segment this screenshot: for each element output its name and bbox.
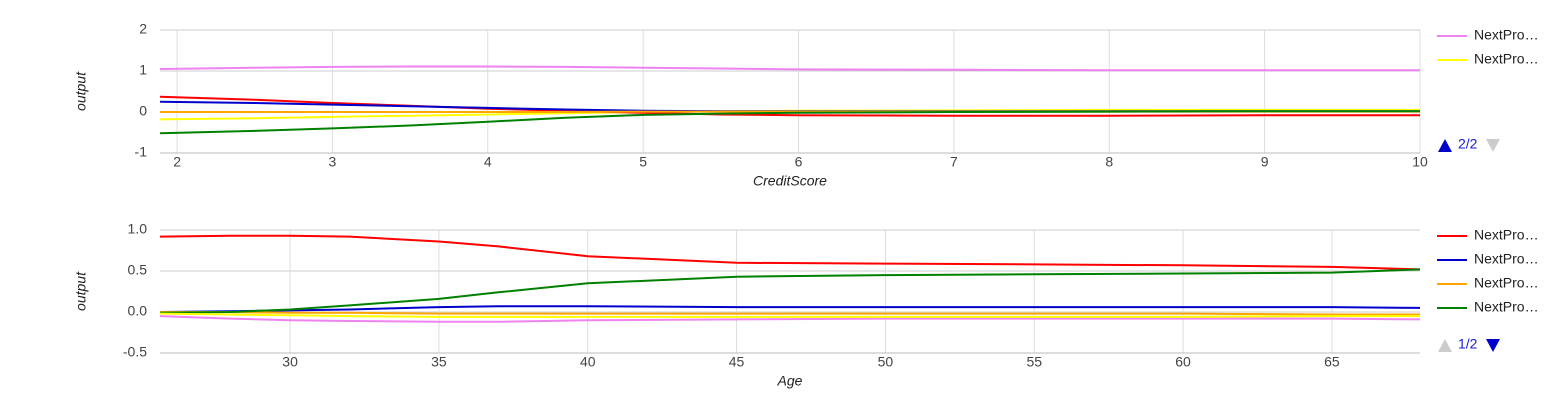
series-line	[159, 305, 1421, 313]
legend-page: 2/2	[1458, 136, 1478, 152]
pager-down	[1486, 139, 1500, 152]
y-axis-label: output	[73, 71, 89, 111]
x-tick-label: 2	[173, 154, 181, 170]
y-tick-label: 1.0	[128, 221, 148, 237]
y-tick-label: -1	[135, 144, 148, 160]
y-tick-label: 0.0	[128, 303, 148, 319]
x-tick-label: 4	[484, 154, 492, 170]
x-tick-label: 8	[1105, 154, 1113, 170]
legend-label: NextPro…	[1474, 51, 1539, 67]
series-line	[159, 268, 1421, 314]
series-line	[160, 311, 1420, 316]
series-line	[159, 65, 1420, 72]
legend-label: NextPro…	[1474, 27, 1539, 43]
x-tick-label: 6	[795, 154, 803, 170]
x-tick-label: 50	[878, 354, 894, 370]
pager-down	[1486, 339, 1500, 352]
x-tick-label: 40	[580, 354, 596, 370]
pager-up	[1438, 339, 1452, 352]
series-line	[159, 95, 1420, 117]
y-tick-label: 2	[139, 21, 147, 37]
series-line	[159, 234, 1421, 271]
y-tick-label: -0.5	[123, 344, 147, 360]
x-tick-label: 65	[1324, 354, 1340, 370]
x-tick-label: 3	[329, 154, 337, 170]
y-tick-label: 0	[139, 103, 147, 119]
x-tick-label: 45	[729, 354, 745, 370]
pager-up	[1438, 139, 1452, 152]
x-axis-label: Age	[777, 373, 803, 389]
legend-label: NextPro…	[1474, 251, 1539, 267]
x-tick-label: 9	[1261, 154, 1269, 170]
series-line	[159, 312, 1420, 318]
x-tick-label: 30	[282, 354, 298, 370]
x-axis-label: CreditScore	[753, 173, 827, 189]
y-tick-label: 1	[139, 62, 147, 78]
series-line	[159, 315, 1421, 323]
y-axis-label: output	[73, 271, 89, 311]
x-tick-label: 5	[639, 154, 647, 170]
x-tick-label: 10	[1412, 154, 1428, 170]
x-tick-label: 7	[950, 154, 958, 170]
x-tick-label: 60	[1175, 354, 1191, 370]
series-line	[159, 110, 1420, 135]
x-tick-label: 35	[431, 354, 447, 370]
legend-label: NextPro…	[1474, 227, 1539, 243]
legend-page: 1/2	[1458, 336, 1478, 352]
legend-label: NextPro…	[1474, 299, 1539, 315]
legend-label: NextPro…	[1474, 275, 1539, 291]
x-tick-label: 55	[1026, 354, 1042, 370]
y-tick-label: 0.5	[128, 262, 148, 278]
